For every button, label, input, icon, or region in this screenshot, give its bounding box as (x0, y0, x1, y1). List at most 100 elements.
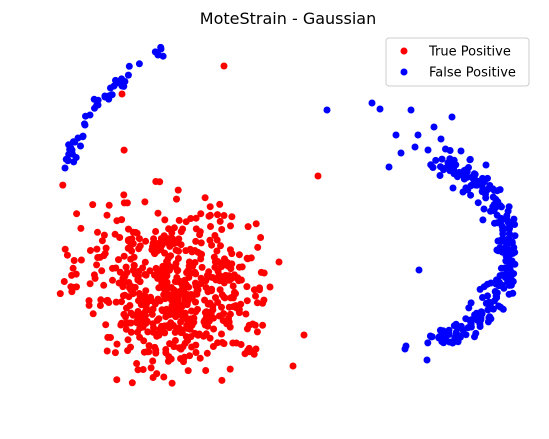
data-point-true-positive (113, 376, 121, 384)
data-point-false-positive (482, 161, 490, 169)
data-point-false-positive (498, 203, 505, 211)
data-point-true-positive (166, 294, 173, 302)
data-point-true-positive (159, 277, 167, 285)
data-point-false-positive (457, 147, 465, 155)
data-point-true-positive (139, 366, 147, 373)
data-point-true-positive (120, 146, 128, 154)
data-point-true-positive (120, 191, 128, 199)
data-point-false-positive (151, 48, 159, 56)
data-point-true-positive (105, 299, 113, 306)
data-point-true-positive (160, 373, 168, 381)
data-point-true-positive (136, 297, 144, 305)
data-point-true-positive (176, 301, 184, 309)
data-point-true-positive (244, 223, 252, 231)
data-point-false-positive (491, 297, 498, 305)
data-point-true-positive (149, 374, 157, 381)
data-point-false-positive (476, 285, 484, 293)
data-point-true-positive (113, 340, 121, 348)
data-point-false-positive (392, 131, 400, 139)
data-point-false-positive (493, 276, 500, 284)
data-point-true-positive (68, 271, 76, 279)
data-point-true-positive (213, 247, 221, 255)
data-point-true-positive (93, 245, 101, 253)
data-point-true-positive (206, 236, 214, 244)
data-point-false-positive (474, 199, 482, 207)
data-point-true-positive (314, 172, 322, 180)
data-point-false-positive (94, 96, 102, 104)
data-point-true-positive (243, 325, 251, 333)
data-point-false-positive (440, 332, 448, 340)
data-point-false-positive (510, 270, 518, 278)
data-point-true-positive (253, 299, 261, 307)
data-point-false-positive (492, 195, 500, 203)
data-point-true-positive (116, 234, 124, 241)
data-point-false-positive (157, 43, 165, 51)
data-point-false-positive (436, 326, 444, 334)
data-point-true-positive (218, 330, 225, 338)
data-point-true-positive (56, 290, 64, 298)
data-point-false-positive (501, 225, 508, 233)
data-point-true-positive (187, 333, 195, 341)
data-point-true-positive (129, 311, 137, 319)
data-point-false-positive (484, 292, 491, 300)
data-point-false-positive (438, 155, 446, 163)
data-point-true-positive (220, 62, 228, 70)
data-point-true-positive (275, 258, 283, 266)
data-point-false-positive (455, 170, 463, 178)
data-point-false-positive (504, 207, 512, 215)
data-point-true-positive (202, 277, 210, 285)
data-point-false-positive (502, 243, 510, 251)
data-point-true-positive (197, 210, 205, 218)
data-point-true-positive (135, 267, 143, 275)
data-point-false-positive (473, 309, 481, 317)
data-point-true-positive (98, 237, 106, 245)
data-point-true-positive (185, 273, 193, 281)
data-point-false-positive (376, 105, 384, 113)
data-point-true-positive (89, 310, 97, 318)
data-point-false-positive (411, 143, 419, 151)
data-point-true-positive (124, 244, 132, 252)
data-point-false-positive (452, 320, 460, 328)
data-point-true-positive (109, 276, 116, 284)
data-point-true-positive (63, 251, 71, 259)
data-point-true-positive (146, 267, 154, 275)
data-point-false-positive (79, 133, 87, 141)
data-point-false-positive (473, 177, 481, 185)
data-point-true-positive (142, 307, 150, 315)
data-point-true-positive (153, 316, 161, 324)
data-point-false-positive (65, 141, 73, 149)
data-point-true-positive (192, 308, 200, 316)
data-point-false-positive (430, 123, 438, 131)
data-point-true-positive (149, 357, 157, 365)
data-point-false-positive (503, 215, 511, 223)
data-point-false-positive (101, 92, 109, 100)
data-point-false-positive (452, 161, 460, 169)
data-point-false-positive (490, 186, 498, 194)
data-point-true-positive (161, 216, 169, 224)
data-point-false-positive (478, 188, 486, 196)
data-point-true-positive (122, 325, 130, 333)
legend-marker-false-positive (400, 68, 408, 76)
data-point-true-positive (172, 246, 180, 254)
data-point-false-positive (487, 315, 495, 323)
data-point-true-positive (122, 263, 130, 271)
data-point-false-positive (368, 99, 376, 107)
data-point-true-positive (252, 292, 259, 300)
data-point-true-positive (192, 237, 200, 245)
data-point-true-positive (116, 268, 124, 276)
data-point-true-positive (227, 222, 234, 230)
data-point-true-positive (266, 283, 274, 291)
data-point-true-positive (186, 325, 194, 333)
data-point-true-positive (111, 349, 119, 357)
data-point-false-positive (323, 106, 331, 114)
data-point-true-positive (237, 341, 245, 348)
data-point-true-positive (216, 200, 224, 208)
data-point-true-positive (175, 216, 183, 224)
data-point-false-positive (444, 159, 452, 167)
data-point-false-positive (135, 60, 143, 68)
data-point-true-positive (192, 214, 200, 222)
data-point-false-positive (496, 186, 504, 194)
data-point-false-positive (472, 329, 480, 337)
data-point-true-positive (170, 343, 178, 351)
data-point-true-positive (165, 309, 173, 317)
